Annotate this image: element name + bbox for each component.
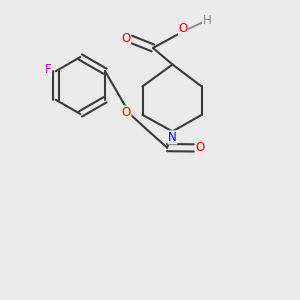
Text: N: N [168,131,177,144]
Text: O: O [178,22,188,35]
Text: O: O [122,106,131,119]
Text: F: F [45,63,52,76]
Text: O: O [122,32,130,46]
Text: H: H [202,14,211,28]
Text: O: O [195,141,204,154]
